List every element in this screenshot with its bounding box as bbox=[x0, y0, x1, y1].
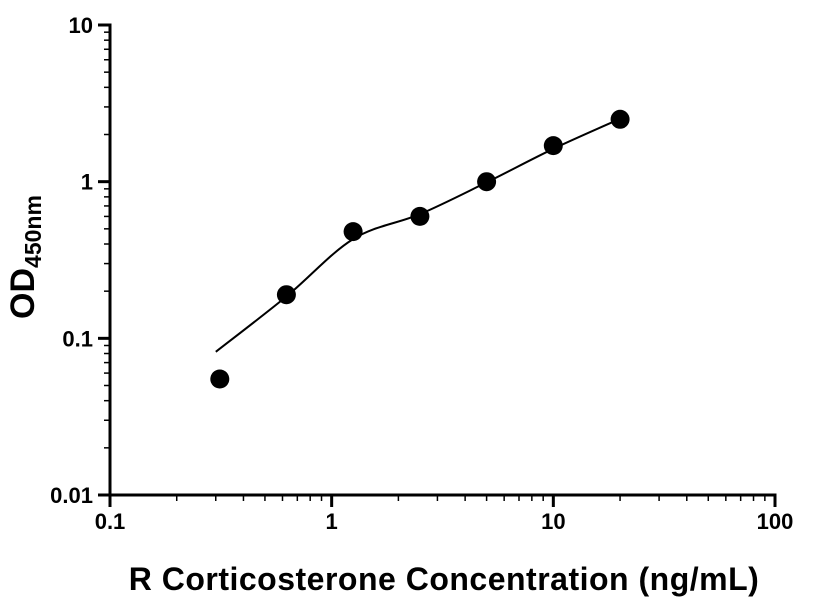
tick-marks bbox=[98, 23, 777, 507]
y-axis-title-sub: 450nm bbox=[20, 195, 46, 268]
data-point bbox=[343, 222, 363, 242]
y-axis-title: OD450nm bbox=[4, 195, 46, 319]
y-tick-label: 0.01 bbox=[50, 483, 93, 508]
fit-curve-line bbox=[215, 117, 621, 353]
x-tick-label: 1 bbox=[326, 509, 338, 534]
y-tick-label: 0.1 bbox=[62, 326, 93, 351]
data-point bbox=[210, 369, 230, 389]
data-point bbox=[610, 109, 630, 129]
data-points bbox=[210, 109, 630, 389]
x-axis-title: R Corticosterone Concentration (ng/mL) bbox=[129, 561, 760, 597]
y-axis-title-main: OD bbox=[4, 268, 42, 319]
data-point bbox=[276, 285, 296, 305]
data-point bbox=[477, 172, 497, 192]
axes bbox=[108, 23, 777, 497]
data-point bbox=[543, 136, 563, 156]
x-tick-label: 10 bbox=[541, 509, 565, 534]
y-tick-label: 1 bbox=[81, 170, 93, 195]
x-tick-label: 0.1 bbox=[95, 509, 126, 534]
data-point bbox=[410, 206, 430, 226]
y-tick-label: 10 bbox=[69, 13, 93, 38]
x-tick-label: 100 bbox=[757, 509, 794, 534]
